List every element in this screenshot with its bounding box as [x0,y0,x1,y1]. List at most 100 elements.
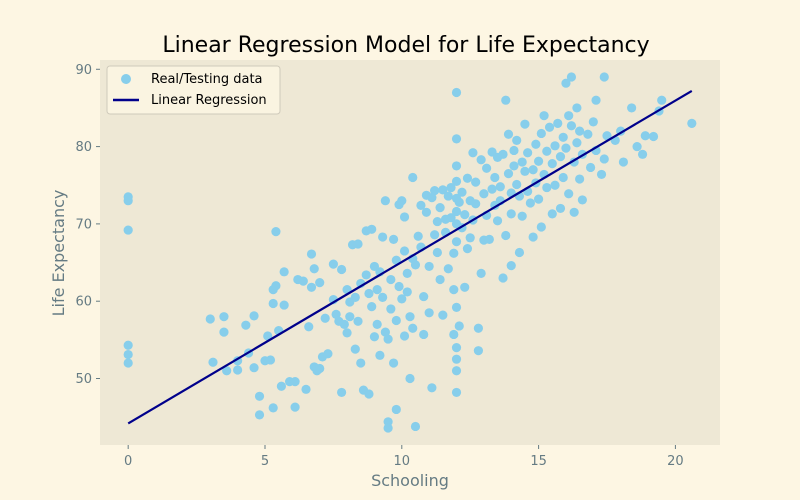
data-point [476,155,486,165]
data-point [479,189,489,199]
data-point [342,328,352,338]
data-point [591,95,601,105]
data-point [550,141,560,151]
data-point [323,349,333,359]
data-point [542,182,552,193]
x-tick-label: 15 [530,454,547,469]
data-point [583,129,593,139]
data-point [399,246,410,256]
data-point [290,377,300,387]
data-point [301,384,311,394]
x-tick-label: 0 [124,454,132,469]
y-tick-label: 80 [75,140,92,155]
data-point [345,312,355,322]
data-point [438,310,448,320]
data-point [512,135,522,146]
data-point [416,200,426,210]
data-point [397,294,407,304]
data-point [279,267,289,277]
data-point [123,340,133,350]
data-point [435,274,445,285]
data-point [443,264,453,274]
data-point [372,285,382,295]
data-point [427,193,437,203]
data-point [553,118,563,128]
data-point [462,244,473,254]
data-point [410,421,421,432]
data-point [482,163,492,173]
data-point [408,323,418,333]
data-point [205,314,215,324]
data-point [533,194,544,204]
data-point [372,319,382,329]
data-point [290,402,300,412]
data-point [536,222,546,232]
data-point [391,404,401,415]
data-point [449,248,459,258]
data-point [315,278,325,288]
data-point [460,210,470,220]
data-point [451,134,462,144]
data-point [572,103,582,113]
data-point [367,224,377,234]
legend: Real/Testing data Linear Regression [106,65,281,115]
data-point [304,322,314,332]
data-point [451,161,462,171]
data-point [208,357,218,367]
data-point [446,213,456,223]
data-point [561,143,571,153]
data-point [462,173,473,183]
data-point [460,282,470,292]
data-point [490,172,500,183]
data-point [268,298,278,309]
data-point [451,354,462,364]
data-point [585,162,596,173]
data-point [618,157,629,167]
data-point [657,95,667,105]
x-tick-label: 5 [261,454,269,469]
data-point [487,184,497,194]
data-point [405,373,415,384]
data-point [476,268,486,278]
data-point [388,234,399,244]
legend-label-scatter: Real/Testing data [151,72,263,87]
data-point [457,187,467,197]
data-point [265,355,276,365]
y-tick-label: 70 [75,217,92,232]
data-point [596,169,607,180]
data-point [391,315,401,326]
data-point [449,329,459,340]
data-point [386,304,396,314]
data-point [424,308,434,318]
data-point [468,148,478,158]
data-point [336,264,347,275]
data-point [397,196,407,206]
data-point [471,199,481,209]
data-point [241,320,251,330]
data-point [367,302,377,312]
data-point [399,212,410,222]
data-point [531,139,541,149]
data-point [495,182,505,192]
x-axis-label: Schooling [371,471,449,490]
data-point [451,342,462,353]
data-point [503,169,514,179]
data-point [435,203,445,213]
data-point [219,327,229,337]
data-point [492,216,503,226]
data-point [378,292,388,302]
data-point [632,141,642,152]
data-point [410,260,421,270]
data-point [424,261,434,272]
data-point [451,387,462,398]
data-point [528,165,538,175]
data-point [558,132,568,142]
data-point [268,403,278,413]
chart-title: Linear Regression Model for Life Expecta… [162,33,649,58]
data-point [123,358,133,368]
data-point [451,206,462,217]
data-point [405,312,415,322]
data-point [501,95,511,105]
data-point [473,323,484,333]
